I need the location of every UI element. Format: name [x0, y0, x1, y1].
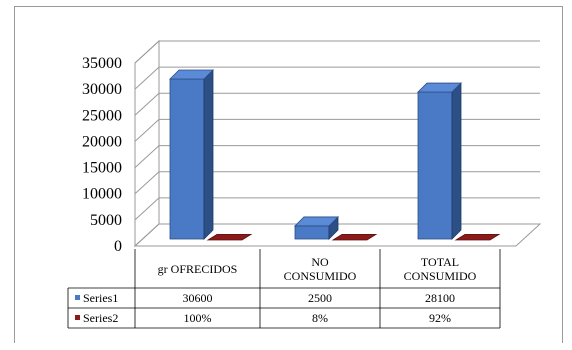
bar-series2	[206, 233, 253, 241]
y-tick-label: 30000	[82, 81, 122, 98]
y-tick-label: 20000	[82, 133, 122, 150]
bar-series1	[169, 78, 205, 240]
y-tick-label: 10000	[82, 186, 122, 203]
bar-series1	[294, 225, 330, 240]
category-label: TOTAL	[421, 255, 459, 269]
bar-series1-top	[294, 216, 339, 227]
bar-series1	[417, 91, 453, 240]
data-label: 30600	[183, 291, 213, 305]
legend-key	[75, 295, 80, 300]
bar-series1-top	[169, 69, 214, 80]
bar-series1-top	[417, 82, 462, 93]
y-tick-label: 5000	[90, 212, 122, 229]
y-tick-label: 25000	[82, 107, 122, 124]
bars	[169, 69, 501, 241]
category-label: NO	[311, 255, 329, 269]
bar-series1-side	[451, 82, 462, 240]
data-label: 28100	[425, 291, 455, 305]
side-wall	[134, 39, 160, 248]
bar-series1-side	[203, 69, 214, 240]
data-table: gr OFRECIDOS NOCONSUMIDOTOTALCONSUMIDOSer…	[67, 249, 501, 329]
bar-series2	[331, 233, 378, 241]
data-label: 8%	[312, 311, 328, 325]
gridline	[134, 66, 540, 90]
gridline	[134, 197, 540, 221]
chart-frame	[14, 6, 563, 343]
gridlines	[134, 40, 540, 247]
gridline	[134, 40, 540, 64]
y-tick-label: 0	[114, 238, 122, 255]
gridline	[134, 223, 540, 247]
data-label: 100%	[184, 311, 212, 325]
data-label: 92%	[429, 311, 451, 325]
legend-key	[75, 315, 80, 320]
y-axis-ticks: 0 5000 10000 15000 20000 25000 30000 35000	[82, 55, 122, 255]
gridline	[134, 92, 540, 116]
bar-series2	[454, 233, 501, 241]
category-label: CONSUMIDO	[284, 269, 357, 283]
gridline	[134, 118, 540, 142]
y-tick-label: 35000	[82, 55, 122, 72]
category-label: gr OFRECIDOS	[158, 262, 238, 276]
gridline	[134, 145, 540, 168]
y-tick-label: 15000	[82, 160, 122, 177]
series-name: Series1	[83, 291, 118, 305]
data-label: 2500	[308, 291, 332, 305]
gridline	[134, 171, 540, 195]
series-name: Series2	[83, 311, 118, 325]
category-label: CONSUMIDO	[404, 269, 477, 283]
